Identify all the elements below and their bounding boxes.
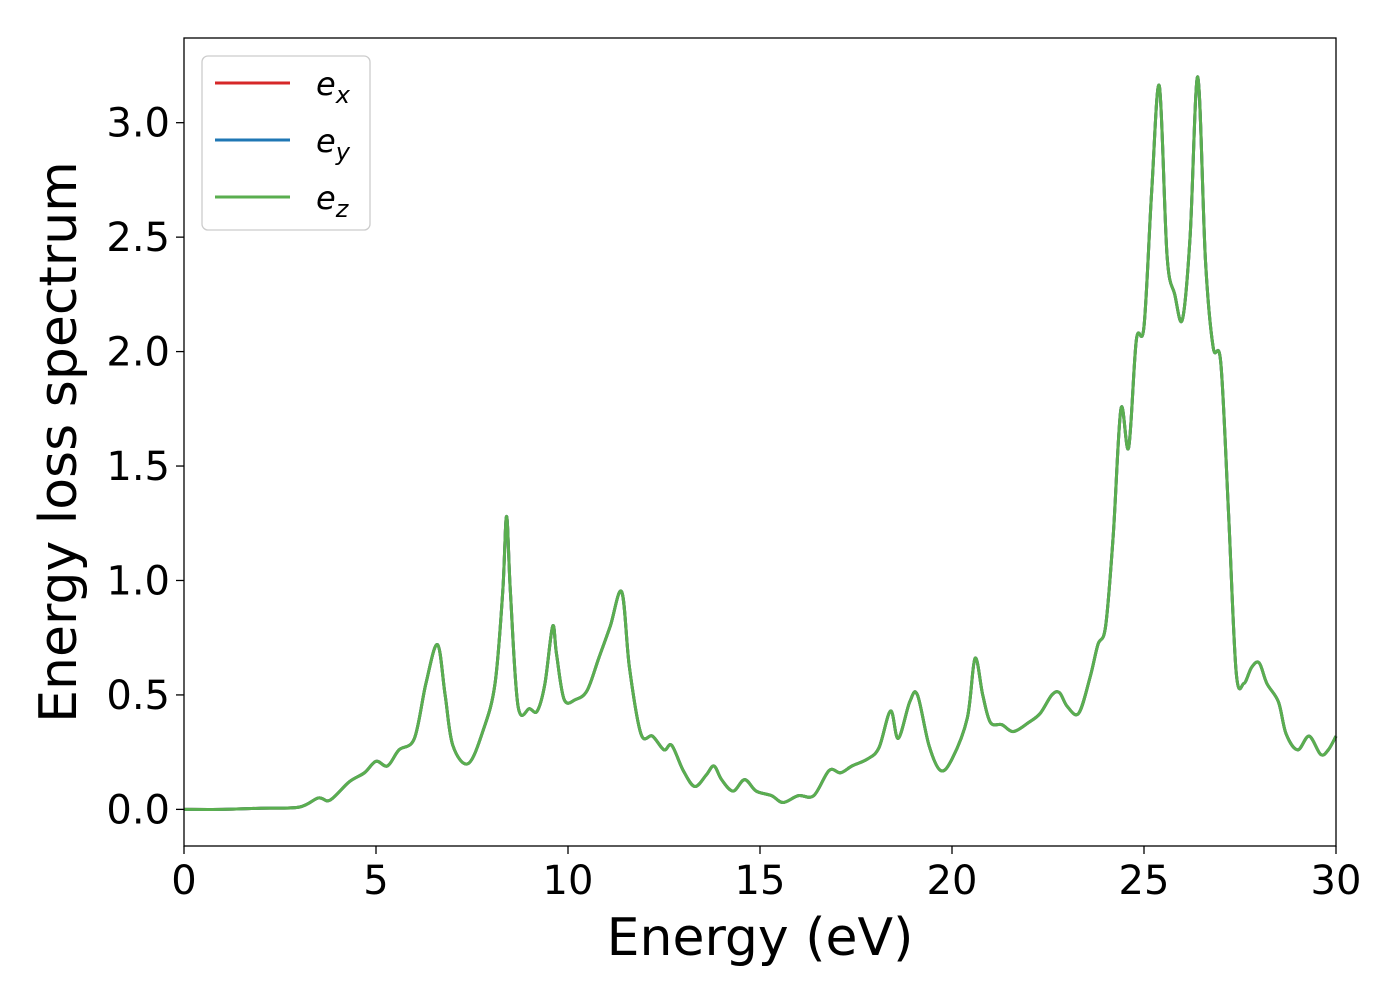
legend-frame (201, 55, 371, 231)
y-axis-title: Energy loss spectrum (29, 161, 89, 723)
y-axis: 0.0 0.5 1.0 1.5 2.0 2.5 3.0 (106, 101, 184, 833)
legend-label-subscript: y (335, 138, 351, 166)
plot-area (184, 38, 1336, 846)
x-tick-label: 10 (543, 858, 594, 904)
y-tick-label: 2.5 (106, 215, 170, 261)
legend-label-y: ey (316, 122, 351, 166)
x-axis-title: Energy (eV) (607, 908, 914, 968)
series-layer (183, 75, 1338, 811)
y-tick-label: 1.5 (106, 444, 170, 490)
legend-label-base: e (316, 179, 336, 217)
legend-label-x: ex (316, 65, 351, 109)
legend-label-subscript: z (335, 195, 350, 223)
legend-label-base: e (316, 122, 336, 160)
series-line-z (183, 75, 1338, 811)
x-tick-label: 5 (363, 858, 388, 904)
y-tick-label: 2.0 (106, 330, 170, 376)
x-tick-label: 25 (1119, 858, 1170, 904)
legend-label-subscript: x (335, 81, 351, 109)
x-axis: 0 5 10 15 20 25 30 (171, 846, 1361, 904)
y-tick-label: 1.0 (106, 558, 170, 604)
x-tick-label: 15 (735, 858, 786, 904)
legend-label-z: ez (316, 179, 350, 223)
y-tick-label: 3.0 (106, 101, 170, 147)
x-tick-label: 0 (171, 858, 196, 904)
legend-label-base: e (316, 65, 336, 103)
x-tick-label: 20 (927, 858, 978, 904)
y-tick-label: 0.5 (106, 673, 170, 719)
y-tick-label: 0.0 (106, 787, 170, 833)
x-tick-label: 30 (1311, 858, 1362, 904)
